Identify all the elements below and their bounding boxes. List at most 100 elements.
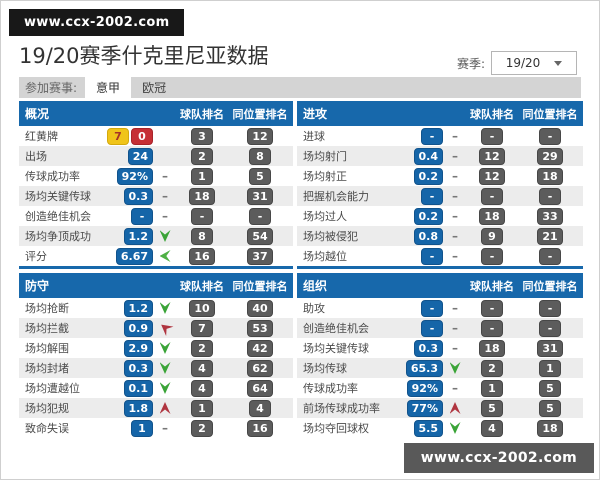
column-header-position-rank: 同位置排名: [522, 279, 578, 293]
row-label: 场均抢断: [25, 302, 69, 315]
table-header: 防守 球队排名 同位置排名: [19, 273, 293, 298]
position-rank-cell: 42: [227, 339, 293, 357]
value-cell: -: [393, 319, 443, 337]
value-badge: 1.2: [123, 299, 153, 317]
trend-down-icon: [159, 342, 171, 354]
team-rank-cell: -: [467, 319, 517, 337]
value-badge: -: [421, 127, 443, 145]
column-header-team-rank: 球队排名: [180, 107, 224, 121]
row-label: 场均解围: [25, 342, 69, 355]
position-rank-badge: 53: [247, 319, 273, 337]
table-title: 概况: [25, 107, 50, 121]
position-rank-cell: -: [517, 247, 583, 265]
table-title: 防守: [25, 279, 50, 293]
value-cell: -: [393, 127, 443, 145]
team-rank-badge: 12: [479, 147, 505, 165]
value-badge: 0.3: [123, 187, 153, 205]
value-badge: 0.2: [413, 167, 443, 185]
trend-flat-icon: –: [452, 189, 458, 203]
position-rank-cell: 12: [227, 127, 293, 145]
tab-serie-a[interactable]: 意甲: [85, 76, 132, 99]
row-label: 致命失误: [25, 422, 69, 435]
row-label: 场均遭越位: [25, 382, 80, 395]
row-label: 场均被侵犯: [303, 230, 358, 243]
table-row: 致命失误 1– 2 16: [19, 418, 293, 438]
value-badge: 92%: [406, 379, 443, 397]
position-rank-cell: 31: [517, 339, 583, 357]
trend-cell: [443, 402, 467, 414]
team-rank-badge: -: [481, 127, 503, 145]
team-rank-badge: 2: [191, 147, 213, 165]
team-rank-badge: -: [481, 187, 503, 205]
team-rank-cell: -: [467, 247, 517, 265]
position-rank-badge: 62: [247, 359, 273, 377]
team-rank-cell: 1: [467, 379, 517, 397]
team-rank-badge: 8: [191, 227, 213, 245]
position-rank-cell: 5: [227, 167, 293, 185]
row-label: 传球成功率: [303, 382, 358, 395]
team-rank-cell: 3: [177, 127, 227, 145]
trend-flat-icon: –: [452, 169, 458, 183]
value-cell: 0.3: [393, 339, 443, 357]
position-rank-cell: -: [517, 127, 583, 145]
value-badge: 6.67: [115, 247, 153, 265]
season-dropdown[interactable]: 19/20: [491, 51, 577, 75]
table-row: 场均争顶成功 1.2 8 54: [19, 226, 293, 246]
trend-slight-up-icon: [157, 320, 173, 336]
value-badge: 92%: [116, 167, 153, 185]
team-rank-cell: -: [467, 299, 517, 317]
trend-cell: –: [153, 190, 177, 202]
tab-champions-league[interactable]: 欧冠: [142, 81, 167, 95]
value-badge: 0.8: [413, 227, 443, 245]
value-badge: 0.4: [413, 147, 443, 165]
position-rank-badge: 16: [247, 419, 273, 437]
team-rank-badge: -: [481, 247, 503, 265]
column-header-team-rank: 球队排名: [180, 279, 224, 293]
value-cell: 92%: [103, 167, 153, 185]
row-label: 场均拦截: [25, 322, 69, 335]
position-rank-cell: 64: [227, 379, 293, 397]
position-rank-badge: 5: [539, 379, 561, 397]
team-rank-cell: 12: [467, 167, 517, 185]
trend-flat-icon: –: [162, 209, 168, 223]
value-cell: 6.67: [103, 247, 153, 265]
trend-cell: –: [153, 170, 177, 182]
watermark-top: www.ccx-2002.com: [9, 9, 185, 36]
team-rank-cell: -: [177, 207, 227, 225]
table-row: 创造绝佳机会 - – - -: [297, 318, 583, 338]
table-row: 出场 24 2 8: [19, 146, 293, 166]
value-badge: 24: [127, 147, 153, 165]
value-badge: 0.2: [413, 207, 443, 225]
value-badge: 1.8: [123, 399, 153, 417]
team-rank-cell: 4: [177, 379, 227, 397]
trend-cell: –: [443, 302, 467, 314]
team-rank-badge: -: [481, 299, 503, 317]
value-badge: 5.5: [413, 419, 443, 437]
value-cell: 1.2: [103, 299, 153, 317]
row-label: 场均传球: [303, 362, 347, 375]
row-label: 评分: [25, 250, 47, 263]
value-badge: 0.1: [123, 379, 153, 397]
position-rank-cell: 33: [517, 207, 583, 225]
stat-table-4: 组织 球队排名 同位置排名 助攻 - – - - 创造绝佳机会 - – - - 场均关键传球 0.3–18 3…: [297, 273, 583, 438]
position-rank-badge: -: [539, 127, 561, 145]
trend-flat-icon: –: [452, 321, 458, 335]
row-label: 出场: [25, 150, 47, 163]
table-header: 概况 球队排名 同位置排名: [19, 101, 293, 126]
row-label: 场均射正: [303, 170, 347, 183]
team-rank-badge: 7: [191, 319, 213, 337]
trend-slight-down-icon: [159, 250, 171, 262]
red-card-badge: 0: [131, 127, 153, 145]
stat-tables-grid: 概况 球队排名 同位置排名 红黄牌 7 0 3 12 出场 24 2 8 传球成功率 92% –1 5 场均关键…: [19, 101, 583, 438]
trend-cell: –: [443, 250, 467, 262]
value-cell: 0.2: [393, 167, 443, 185]
position-rank-cell: 18: [517, 419, 583, 437]
table-row: 场均越位 - – - -: [297, 246, 583, 266]
value-cell: 0.1: [103, 379, 153, 397]
trend-cell: –: [443, 150, 467, 162]
position-rank-badge: -: [539, 299, 561, 317]
season-dropdown-value: 19/20: [505, 56, 541, 70]
column-header-position-rank: 同位置排名: [522, 107, 578, 121]
value-cell: -: [103, 207, 153, 225]
team-rank-badge: 2: [191, 339, 213, 357]
